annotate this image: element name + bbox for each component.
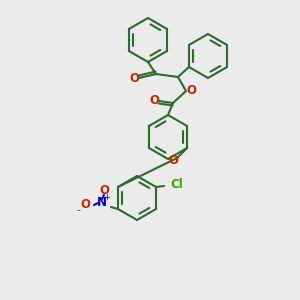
Text: O: O: [168, 154, 178, 166]
Text: O: O: [99, 184, 109, 197]
Text: O: O: [186, 85, 196, 98]
Text: -: -: [77, 205, 81, 215]
Text: Cl: Cl: [171, 178, 183, 191]
Text: O: O: [129, 71, 139, 85]
Text: +: +: [103, 194, 110, 202]
Text: O: O: [80, 199, 90, 212]
Text: O: O: [149, 94, 159, 107]
Text: N: N: [97, 196, 107, 209]
